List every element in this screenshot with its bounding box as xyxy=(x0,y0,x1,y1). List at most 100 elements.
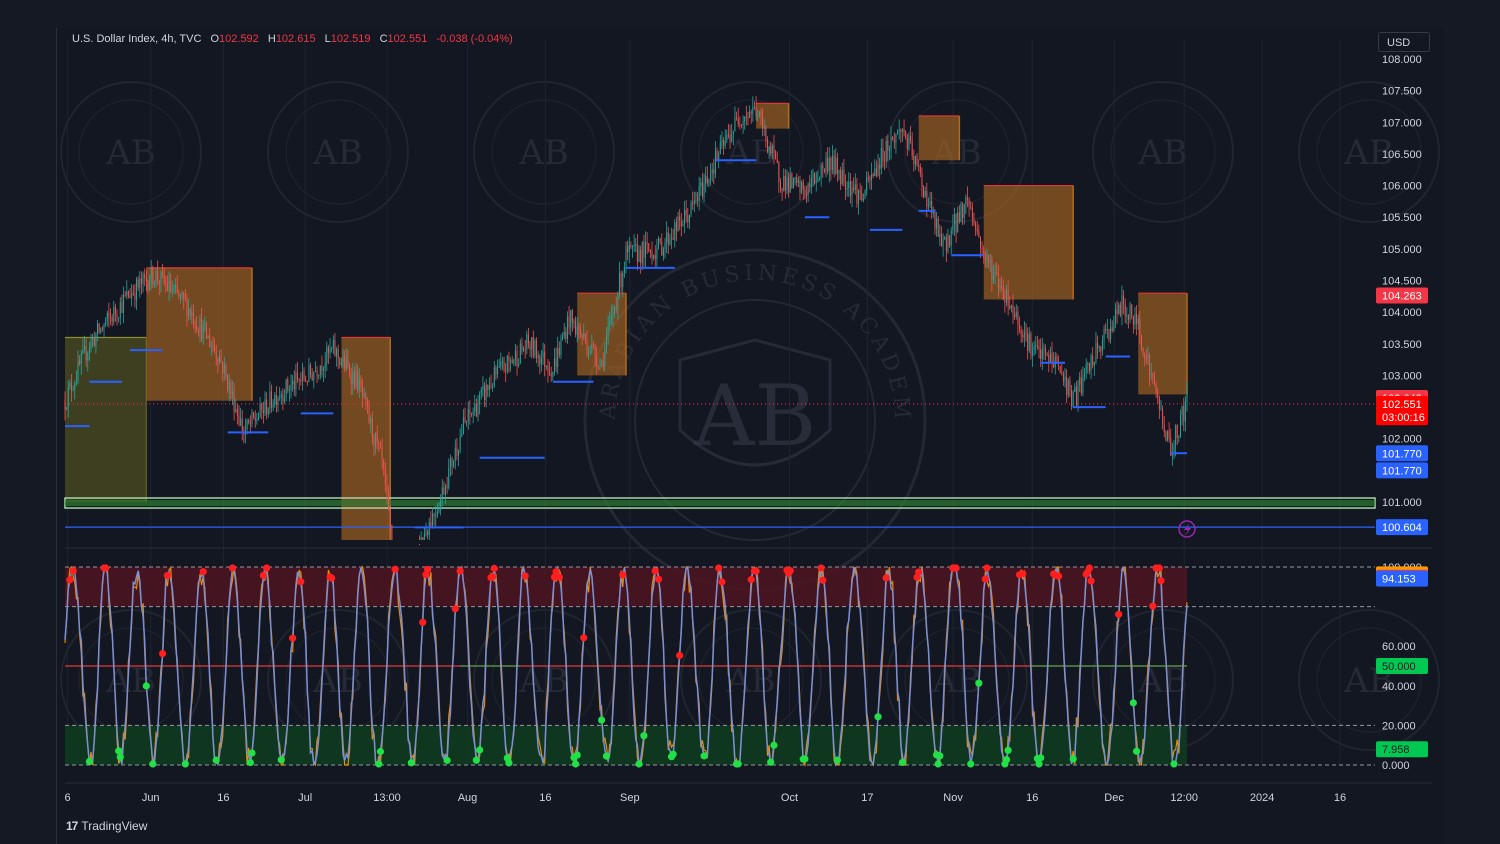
overbought-marker xyxy=(297,578,305,586)
tradingview-logo[interactable]: 17 TradingView xyxy=(66,819,147,833)
candle-body xyxy=(1079,377,1081,385)
oversold-marker xyxy=(833,756,841,764)
candle-body xyxy=(129,297,131,299)
candle-body xyxy=(1067,380,1069,395)
oversold-marker xyxy=(898,758,907,767)
candle-body xyxy=(71,383,73,391)
candle-body xyxy=(583,333,585,338)
time-tick-label: 6 xyxy=(65,792,71,804)
candle-body xyxy=(589,351,591,353)
candle-body xyxy=(661,241,663,256)
candle-body xyxy=(212,345,214,348)
candle-body xyxy=(1009,305,1011,309)
price-axis[interactable]: 108.000 107.500 107.000 106.500 106.000 105.5… xyxy=(1382,54,1422,772)
candle-body xyxy=(1093,361,1095,366)
price-tag-bg xyxy=(1376,445,1428,462)
time-axis[interactable]: 6 Jun 16 Jul 13:00 Aug 16 Sep Oct 17 Nov 16 Dec 12:00… xyxy=(65,782,1432,804)
candle-body xyxy=(565,331,567,339)
overbought-marker xyxy=(619,571,627,579)
candle-body xyxy=(103,323,105,330)
candle-body xyxy=(669,239,671,245)
candle-body xyxy=(752,106,754,114)
candle-body xyxy=(310,365,312,375)
candle-body xyxy=(731,133,733,142)
candle-body xyxy=(545,365,547,367)
overbought-marker xyxy=(1054,572,1063,580)
candle-body xyxy=(1153,376,1155,385)
candle-body xyxy=(766,139,768,152)
candle-body xyxy=(859,190,861,193)
candle-body xyxy=(719,142,721,154)
candle-body xyxy=(994,272,996,275)
price-tick-label: 103.500 xyxy=(1382,339,1422,351)
candle-body xyxy=(331,348,333,350)
candle-body xyxy=(1157,391,1159,398)
candle-body xyxy=(703,183,705,197)
candle-body xyxy=(571,310,573,323)
lightning-icon[interactable] xyxy=(1178,520,1196,538)
overbought-marker xyxy=(102,564,110,572)
candle-body xyxy=(254,417,256,421)
candle-body xyxy=(469,409,471,414)
time-tick-label: 16 xyxy=(1334,792,1346,804)
candle-body xyxy=(288,389,290,391)
oversold-marker xyxy=(640,732,648,740)
candle-body xyxy=(711,169,713,175)
candle-body xyxy=(615,307,617,309)
candle-body xyxy=(227,374,229,391)
overbought-marker xyxy=(819,576,827,584)
candle-body xyxy=(802,181,804,190)
candle-body xyxy=(849,181,851,196)
overbought-marker xyxy=(882,574,890,582)
candle-body xyxy=(383,459,385,469)
candle-body xyxy=(205,323,207,339)
candle-body xyxy=(557,347,559,368)
candle-body xyxy=(1045,348,1047,355)
candle-body xyxy=(274,394,276,405)
overbought-marker xyxy=(651,567,659,575)
candle-body xyxy=(693,200,695,204)
candle-body xyxy=(428,521,430,536)
candle-body xyxy=(440,497,442,511)
candle-body xyxy=(1038,346,1040,350)
watermark-inner-ring xyxy=(698,99,804,205)
candle-body xyxy=(454,447,456,461)
oversold-marker xyxy=(1037,754,1045,762)
candle-body xyxy=(116,314,118,318)
support-band-fill xyxy=(65,500,1375,507)
candle-body xyxy=(916,155,918,166)
candle-body xyxy=(706,176,708,184)
candle-body xyxy=(705,176,707,184)
watermark-logo-text: AB xyxy=(518,133,569,173)
candle-body xyxy=(794,177,796,179)
candle-body xyxy=(679,216,681,221)
candle-body xyxy=(1113,322,1115,331)
candle-body xyxy=(778,162,780,182)
candle-body xyxy=(532,337,534,356)
candle-body xyxy=(966,197,968,200)
candle-body xyxy=(1043,348,1045,350)
candle-body xyxy=(189,308,191,316)
candle-body xyxy=(171,290,173,292)
candle-body xyxy=(649,250,651,252)
candle-body xyxy=(753,106,755,108)
candle-body xyxy=(67,387,69,408)
candle-body xyxy=(929,200,931,205)
candle-body xyxy=(953,214,955,226)
candle-body xyxy=(1085,363,1087,374)
candle-body xyxy=(82,349,84,354)
candle-body xyxy=(1140,335,1142,348)
osc-tag: 94.153 xyxy=(1382,574,1416,586)
candle-body xyxy=(225,365,227,375)
time-tick-label: Jul xyxy=(298,792,312,804)
candle-body xyxy=(508,355,510,362)
candle-body xyxy=(531,337,533,350)
candle-body xyxy=(988,254,990,263)
currency-button[interactable]: USD xyxy=(1378,32,1430,52)
candle-body xyxy=(321,365,323,372)
candle-body xyxy=(253,412,255,418)
candle-body xyxy=(893,140,895,143)
candle-body xyxy=(586,341,588,353)
watermark-big-text: AB xyxy=(693,367,816,465)
